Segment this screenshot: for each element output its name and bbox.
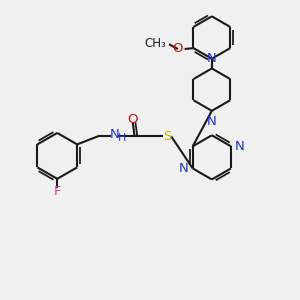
Text: F: F bbox=[53, 185, 61, 198]
Text: N: N bbox=[207, 115, 217, 128]
Text: S: S bbox=[163, 130, 171, 143]
Text: N: N bbox=[235, 140, 244, 153]
Text: H: H bbox=[118, 133, 127, 143]
Text: O: O bbox=[172, 42, 182, 55]
Text: N: N bbox=[110, 128, 119, 142]
Text: N: N bbox=[207, 52, 217, 64]
Text: CH₃: CH₃ bbox=[144, 37, 166, 50]
Text: O: O bbox=[128, 112, 138, 126]
Text: N: N bbox=[179, 162, 189, 175]
